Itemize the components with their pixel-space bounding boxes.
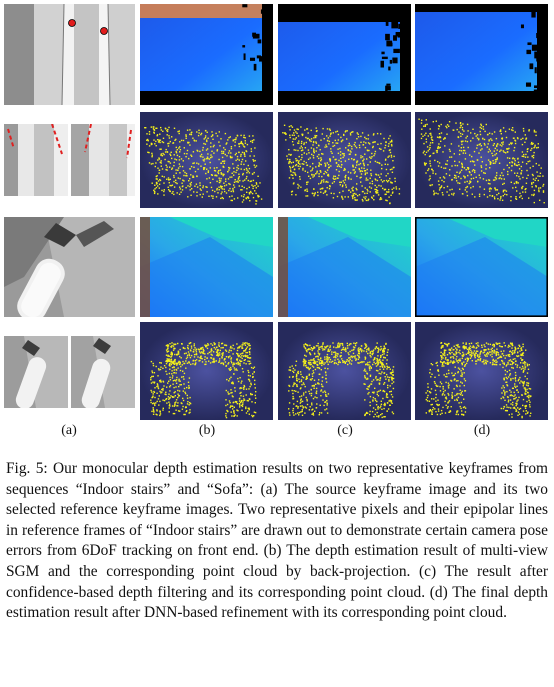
sofa-depth-map-b xyxy=(140,217,273,317)
stairs-point-cloud-d xyxy=(415,112,548,208)
stairs-source-image xyxy=(4,4,135,105)
sofa-reference-image-1 xyxy=(4,336,68,408)
stairs-depth-map-c xyxy=(278,4,411,105)
stairs-depth-map-b xyxy=(140,4,273,105)
figure-caption: Fig. 5: Our monocular depth estimation r… xyxy=(6,459,548,624)
figure-5: (a) (b) (c) (d) xyxy=(0,0,554,450)
stairs-depth-map-d xyxy=(415,4,548,105)
stairs-reference-image-1 xyxy=(4,124,68,196)
sofa-point-cloud-d xyxy=(415,322,548,420)
sofa-depth-map-c xyxy=(278,217,411,317)
subfigure-label-a: (a) xyxy=(49,423,89,439)
stairs-point-cloud-b xyxy=(140,112,273,208)
sofa-point-cloud-c xyxy=(278,322,411,420)
subfigure-label-d: (d) xyxy=(462,423,502,439)
sofa-reference-image-2 xyxy=(71,336,135,408)
sofa-point-cloud-b xyxy=(140,322,273,420)
subfigure-label-c: (c) xyxy=(325,423,365,439)
sofa-depth-map-d xyxy=(415,217,548,317)
stairs-point-cloud-c xyxy=(278,112,411,208)
stairs-reference-image-2 xyxy=(71,124,135,196)
sofa-source-image xyxy=(4,217,135,317)
subfigure-label-b: (b) xyxy=(187,423,227,439)
